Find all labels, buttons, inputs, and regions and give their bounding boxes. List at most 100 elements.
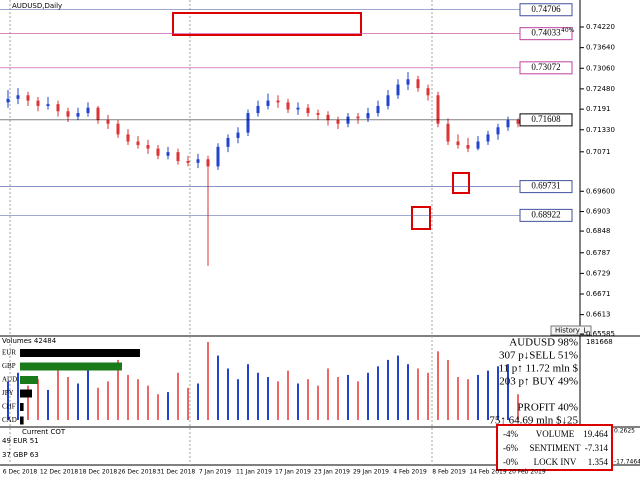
y-tick-label: 0.7071: [586, 148, 611, 156]
stats-cell: VOLUME: [536, 429, 575, 439]
highlight-box: [452, 172, 470, 194]
stats-cell: SENTIMENT: [530, 443, 581, 453]
candle-body: [276, 100, 280, 103]
stats-cell: -4%: [503, 429, 518, 439]
chart-title: AUDUSD,Daily: [12, 2, 62, 10]
x-tick-label: 4 Feb 2019: [393, 469, 427, 476]
candle-body: [266, 100, 270, 106]
candle-body: [516, 120, 520, 124]
x-tick-label: 26 Dec 2018: [118, 469, 157, 476]
y-tick-label: 0.6903: [586, 208, 611, 216]
candle-body: [36, 100, 40, 106]
x-tick-label: 18 Dec 2018: [79, 469, 118, 476]
x-tick-label: 12 Dec 2018: [40, 469, 79, 476]
candle-body: [496, 127, 500, 135]
stats-cell: -6%: [503, 443, 518, 453]
highlight-box: [411, 206, 431, 230]
y-tick-label: 0.73640: [586, 44, 615, 52]
level-label: 0.73072: [531, 62, 560, 72]
strength-bar: [20, 403, 24, 411]
candle-body: [506, 120, 510, 128]
stats-cell: -0%: [503, 457, 518, 467]
stats-cell: 19.464: [583, 429, 608, 439]
x-tick-label: 8 Feb 2019: [432, 469, 466, 476]
info-line: 75↑ 64.69 mln $↓25: [489, 415, 578, 427]
level-label: 0.74033: [531, 28, 561, 38]
currency-label: CHF: [2, 403, 16, 411]
candle-body: [406, 79, 410, 85]
candle-body: [326, 114, 330, 121]
level-label: 0.74706: [531, 4, 561, 14]
y-tick-label: 0.71330: [586, 126, 615, 134]
sub-row: 37 GBP 63: [2, 451, 39, 459]
candle-body: [316, 113, 320, 115]
stats-box: [496, 424, 613, 471]
candle-body: [96, 107, 100, 121]
currency-label: JPY: [2, 389, 14, 397]
level-box: [519, 3, 573, 17]
y-tick-label: 0.6671: [586, 290, 611, 298]
sub-title: Current COT: [22, 428, 66, 436]
x-tick-label: 11 Jan 2019: [236, 469, 272, 476]
candle-body: [446, 123, 450, 142]
candle-body: [456, 141, 460, 146]
x-tick-label: 23 Jan 2019: [314, 469, 350, 476]
currency-label: AUD: [2, 376, 17, 384]
level-note: 40%: [561, 27, 575, 34]
y-tick-label: 0.6787: [586, 249, 611, 257]
candle-body: [106, 120, 110, 124]
candle-body: [426, 88, 430, 96]
candle-body: [16, 95, 20, 99]
candle-body: [486, 134, 490, 142]
candle-body: [386, 95, 390, 106]
y-tick-label: 0.73060: [586, 64, 615, 72]
candle-body: [336, 120, 340, 124]
candle-body: [136, 141, 140, 146]
candle-body: [236, 132, 240, 138]
level-box: [519, 61, 573, 75]
y-tick-label: 0.69600: [586, 187, 615, 195]
candle-body: [296, 107, 300, 110]
level-box: [519, 180, 573, 194]
x-tick-label: 31 Dec 2018: [157, 469, 196, 476]
candle-body: [466, 145, 470, 149]
candle-body: [246, 113, 250, 133]
candle-body: [396, 84, 400, 96]
candle-body: [186, 161, 190, 163]
candle-body: [76, 113, 80, 117]
info-line: AUDUSD 98%: [509, 337, 578, 349]
candle-body: [196, 159, 200, 163]
candle-body: [216, 146, 220, 167]
y-tick-label: 0.72480: [586, 85, 615, 93]
stats-cell: LOCK INV: [534, 457, 577, 467]
candle-body: [56, 104, 60, 112]
level-label: 0.69731: [531, 181, 560, 191]
level-label: 0.71608: [531, 114, 561, 124]
y-tick-label: 0.74220: [586, 23, 615, 31]
y-tick-label: 0.6729: [586, 269, 611, 277]
currency-label: EUR: [2, 349, 16, 357]
candle-body: [376, 105, 380, 114]
candle-body: [476, 141, 480, 149]
candle-body: [206, 159, 210, 167]
candle-body: [156, 148, 160, 156]
info-line: PROFIT 40%: [517, 402, 578, 414]
candle-body: [366, 113, 370, 119]
x-tick-label: 14 Feb 2019: [469, 469, 507, 476]
x-tick-label: 20 Feb 2019: [508, 469, 546, 476]
currency-label: GBP: [2, 362, 16, 370]
candle-body: [146, 145, 150, 149]
history-button[interactable]: [550, 325, 592, 336]
candle-body: [306, 107, 310, 114]
strength-bar: [20, 376, 38, 384]
x-tick-label: 29 Jan 2019: [353, 469, 389, 476]
info-line: 307 p↓SELL 51%: [499, 350, 578, 362]
candle-body: [226, 137, 230, 147]
history-button-label[interactable]: History_L: [555, 327, 587, 335]
sub-tick-label: 0.2625: [614, 428, 635, 435]
candle-body: [256, 105, 260, 114]
level-box: [519, 208, 573, 222]
candle-body: [436, 95, 440, 124]
